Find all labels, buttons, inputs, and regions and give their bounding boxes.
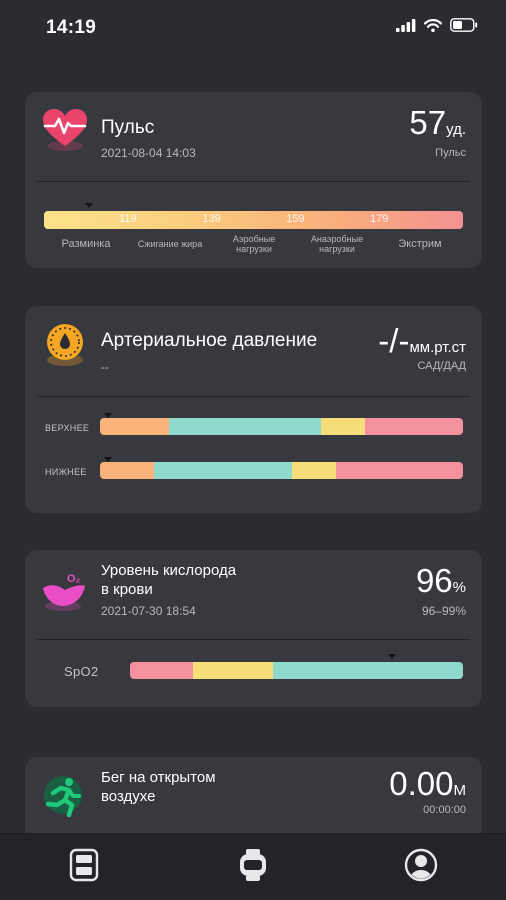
spo2-label: SpO2 bbox=[64, 664, 99, 679]
pulse-zone-label: Аэробные нагрузки bbox=[232, 234, 276, 254]
oxygen-value-row: 96% bbox=[416, 562, 466, 600]
wifi-icon bbox=[424, 18, 442, 32]
pressure-upper-marker bbox=[104, 413, 112, 418]
pressure-caption: САД/ДАД bbox=[417, 360, 466, 372]
pressure-upper-bar bbox=[100, 418, 463, 435]
bar-segment bbox=[130, 662, 194, 679]
status-icons bbox=[396, 18, 478, 32]
pressure-gauge-icon bbox=[47, 324, 83, 366]
pressure-value: -/- bbox=[378, 322, 410, 359]
bar-segment bbox=[154, 462, 293, 479]
pulse-caption: Пульс bbox=[435, 147, 466, 159]
pressure-lower-label: НИЖНЕЕ bbox=[45, 467, 87, 477]
pulse-date: 2021-08-04 14:03 bbox=[101, 146, 196, 160]
bar-segment bbox=[364, 418, 463, 435]
pulse-zone-bar: 119 139 159 179 bbox=[44, 211, 463, 229]
running-value-row: 0.00M bbox=[389, 765, 466, 803]
pulse-tick: 159 bbox=[286, 213, 305, 225]
pulse-zone-label: Разминка bbox=[61, 238, 111, 250]
profile-icon[interactable] bbox=[404, 848, 438, 882]
bar-segment bbox=[100, 418, 169, 435]
bar-segment bbox=[335, 462, 463, 479]
pulse-value-row: 57уд. bbox=[409, 104, 466, 142]
running-title-line2: воздухе bbox=[101, 788, 156, 805]
bar-segment bbox=[292, 462, 336, 479]
dashboard-icon[interactable] bbox=[67, 848, 101, 882]
oxygen-title-line2: в крови bbox=[101, 581, 153, 598]
pressure-date: -- bbox=[101, 360, 109, 374]
pressure-lower-bar bbox=[100, 462, 463, 479]
battery-icon bbox=[450, 18, 478, 32]
bar-segment bbox=[100, 462, 155, 479]
signal-icon bbox=[396, 18, 416, 32]
pulse-tick: 139 bbox=[202, 213, 221, 225]
oxygen-unit: % bbox=[452, 579, 466, 596]
pressure-value-row: -/-мм.рт.ст bbox=[378, 322, 466, 360]
oxygen-value: 96 bbox=[415, 562, 453, 599]
pulse-marker bbox=[85, 203, 93, 208]
pulse-zone-label: Сжигание жира bbox=[137, 239, 203, 249]
spo2-bar bbox=[130, 662, 463, 679]
pulse-value: 57 bbox=[409, 104, 447, 141]
status-time: 14:19 bbox=[46, 17, 97, 38]
pressure-lower-marker bbox=[104, 457, 112, 462]
oxygen-icon-text: O₂ bbox=[67, 573, 81, 585]
heart-icon bbox=[43, 109, 87, 151]
pressure-unit: мм.рт.ст bbox=[409, 339, 466, 356]
pulse-zone-label: Анаэробные нагрузки bbox=[310, 234, 364, 254]
running-unit: M bbox=[453, 782, 467, 799]
pressure-title: Артериальное давление bbox=[101, 330, 318, 351]
pulse-tick: 119 bbox=[119, 213, 137, 225]
divider bbox=[37, 396, 470, 397]
pulse-card[interactable]: Пульс 2021-08-04 14:03 57уд. Пульс 119 1… bbox=[25, 92, 482, 268]
oxygen-title-line1: Уровень кислорода bbox=[101, 562, 237, 579]
bar-segment bbox=[321, 418, 365, 435]
running-card[interactable]: Бег на открытом воздухе 0.00M 00:00:00 bbox=[25, 757, 482, 833]
spo2-marker bbox=[388, 654, 396, 659]
pressure-upper-label: ВЕРХНЕЕ bbox=[45, 423, 90, 433]
pulse-zone-label: Экстрим bbox=[398, 238, 442, 250]
divider bbox=[37, 181, 470, 182]
running-title-line1: Бег на открытом bbox=[101, 769, 216, 786]
bar-segment bbox=[273, 662, 463, 679]
pulse-title: Пульс bbox=[101, 117, 155, 138]
divider bbox=[37, 639, 470, 640]
running-value: 0.00 bbox=[389, 765, 454, 802]
bar-segment bbox=[193, 662, 274, 679]
blood-pressure-card[interactable]: Артериальное давление -- -/-мм.рт.ст САД… bbox=[25, 306, 482, 513]
running-duration: 00:00:00 bbox=[423, 804, 466, 816]
pulse-tick: 179 bbox=[370, 213, 389, 225]
status-bar: 14:19 bbox=[0, 0, 506, 58]
oxygen-range: 96–99% bbox=[421, 604, 466, 618]
watch-icon[interactable] bbox=[236, 848, 270, 882]
oxygen-card[interactable]: O₂ Уровень кислорода в крови 2021-07-30 … bbox=[25, 550, 482, 707]
oxygen-date: 2021-07-30 18:54 bbox=[101, 604, 196, 618]
pulse-unit: уд. bbox=[446, 121, 466, 138]
runner-icon bbox=[44, 776, 82, 818]
oxygen-icon: O₂ bbox=[43, 573, 85, 611]
bar-segment bbox=[168, 418, 322, 435]
tab-bar bbox=[0, 833, 506, 900]
